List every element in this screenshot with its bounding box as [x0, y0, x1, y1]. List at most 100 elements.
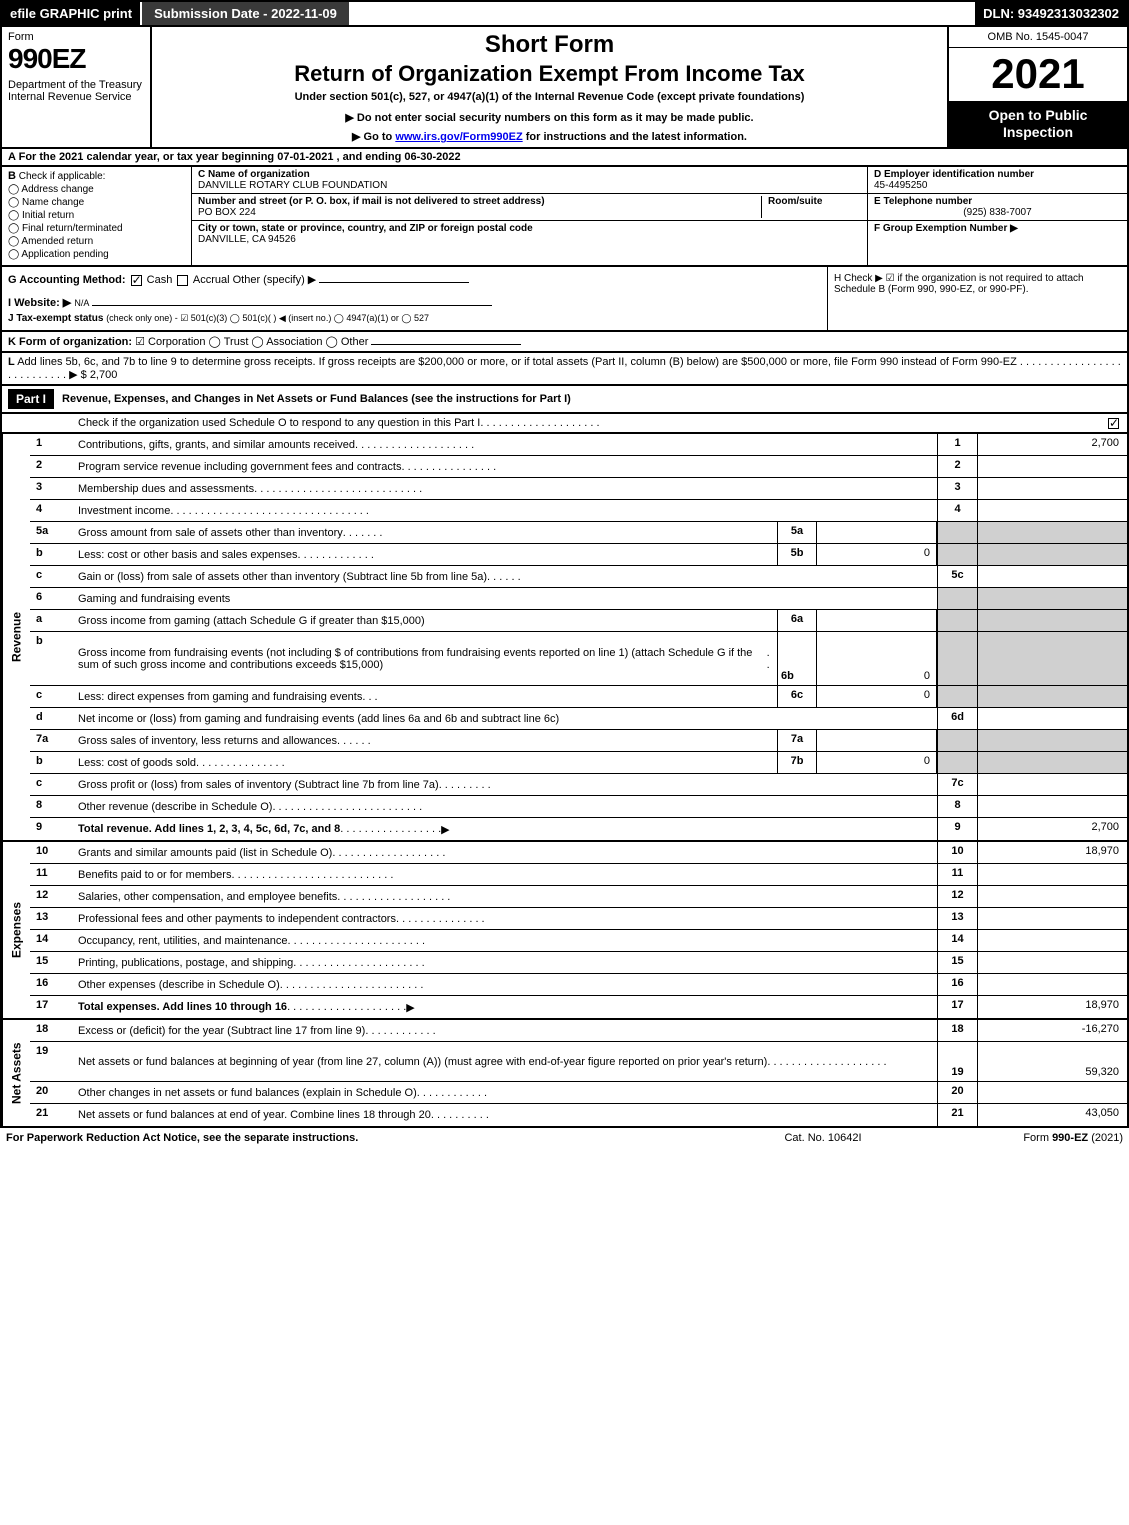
row-l-amount: ▶ $ 2,700: [69, 369, 117, 381]
line-6: 6 Gaming and fundraising events: [30, 588, 1127, 610]
part1-label: Part I: [8, 389, 54, 409]
form-number: 990EZ: [8, 43, 144, 75]
line-3: 3 Membership dues and assessments . . . …: [30, 478, 1127, 500]
header-right: OMB No. 1545-0047 2021 Open to Public In…: [947, 27, 1127, 147]
arrow-icon: ▶: [441, 823, 449, 836]
line-15: 15 Printing, publications, postage, and …: [30, 952, 1127, 974]
row-l-text: Add lines 5b, 6c, and 7b to line 9 to de…: [17, 356, 1017, 368]
row-l: L Add lines 5b, 6c, and 7b to line 9 to …: [0, 353, 1129, 386]
netassets-sidebar: Net Assets: [2, 1020, 30, 1126]
schedule-b-check: H Check ▶ ☑ if the organization is not r…: [834, 273, 1121, 295]
form-title: Return of Organization Exempt From Incom…: [160, 61, 939, 87]
page-footer: For Paperwork Reduction Act Notice, see …: [0, 1128, 1129, 1148]
line-8: 8 Other revenue (describe in Schedule O)…: [30, 796, 1127, 818]
line-6c: c Less: direct expenses from gaming and …: [30, 686, 1127, 708]
irs-link[interactable]: www.irs.gov/Form990EZ: [395, 131, 522, 143]
row-h: H Check ▶ ☑ if the organization is not r…: [827, 267, 1127, 330]
line-5c: c Gain or (loss) from sale of assets oth…: [30, 566, 1127, 588]
website-label: I Website: ▶: [8, 297, 71, 309]
line-2: 2 Program service revenue including gove…: [30, 456, 1127, 478]
dln: DLN: 93492313032302: [975, 2, 1127, 25]
ein-value: 45-4495250: [874, 180, 1121, 191]
department: Department of the Treasury Internal Reve…: [8, 79, 144, 103]
chk-amended-return[interactable]: ◯ Amended return: [8, 236, 185, 247]
line-7a: 7a Gross sales of inventory, less return…: [30, 730, 1127, 752]
tel-value: (925) 838-7007: [874, 207, 1121, 218]
website-value: N/A: [74, 298, 89, 308]
group-exemption-label: F Group Exemption Number ▶: [874, 223, 1121, 234]
line-10: 10 Grants and similar amounts paid (list…: [30, 842, 1127, 864]
ssn-warning: ▶ Do not enter social security numbers o…: [160, 111, 939, 124]
paperwork-notice: For Paperwork Reduction Act Notice, see …: [6, 1132, 723, 1144]
line-17: 17 Total expenses. Add lines 10 through …: [30, 996, 1127, 1018]
arrow-icon: ▶: [406, 1001, 414, 1014]
org-name-label: C Name of organization: [198, 169, 861, 180]
line-4: 4 Investment income . . . . . . . . . . …: [30, 500, 1127, 522]
line-12: 12 Salaries, other compensation, and emp…: [30, 886, 1127, 908]
line-11: 11 Benefits paid to or for members . . .…: [30, 864, 1127, 886]
chk-address-change[interactable]: ◯ Address change: [8, 184, 185, 195]
part1-header: Part I Revenue, Expenses, and Changes in…: [0, 386, 1129, 414]
section-bcd: B Check if applicable: ◯ Address change …: [0, 167, 1129, 267]
catalog-number: Cat. No. 10642I: [723, 1132, 923, 1144]
line-7c: c Gross profit or (loss) from sales of i…: [30, 774, 1127, 796]
expenses-section: Expenses 10 Grants and similar amounts p…: [0, 842, 1129, 1020]
chk-initial-return[interactable]: ◯ Initial return: [8, 210, 185, 221]
line-9: 9 Total revenue. Add lines 1, 2, 3, 4, 5…: [30, 818, 1127, 840]
revenue-section: Revenue 1 Contributions, gifts, grants, …: [0, 434, 1129, 842]
col-b-label: B: [8, 170, 16, 182]
row-a: A For the 2021 calendar year, or tax yea…: [0, 149, 1129, 167]
cash-label: Cash: [147, 274, 173, 286]
note2-pre: ▶ Go to: [352, 131, 395, 143]
part1-checkbox[interactable]: [1108, 418, 1119, 429]
efile-label[interactable]: efile GRAPHIC print: [2, 2, 140, 25]
line-7b: b Less: cost of goods sold . . . . . . .…: [30, 752, 1127, 774]
chk-name-change[interactable]: ◯ Name change: [8, 197, 185, 208]
org-name: DANVILLE ROTARY CLUB FOUNDATION: [198, 180, 861, 191]
open-to-public: Open to Public Inspection: [949, 101, 1127, 147]
submission-date: Submission Date - 2022-11-09: [140, 2, 349, 25]
tax-exempt-label: J Tax-exempt status: [8, 313, 103, 324]
chk-final-return[interactable]: ◯ Final return/terminated: [8, 223, 185, 234]
line-19: 19 Net assets or fund balances at beginn…: [30, 1042, 1127, 1082]
line-5a: 5a Gross amount from sale of assets othe…: [30, 522, 1127, 544]
part1-title: Revenue, Expenses, and Changes in Net As…: [62, 393, 1121, 405]
row-g: G Accounting Method: Cash Accrual Other …: [2, 267, 827, 330]
line-6a: a Gross income from gaming (attach Sched…: [30, 610, 1127, 632]
line-20: 20 Other changes in net assets or fund b…: [30, 1082, 1127, 1104]
line-6b: b Gross income from fundraising events (…: [30, 632, 1127, 686]
row-a-text: For the 2021 calendar year, or tax year …: [19, 151, 461, 163]
line-18: 18 Excess or (deficit) for the year (Sub…: [30, 1020, 1127, 1042]
form-org-text: ☑ Corporation ◯ Trust ◯ Association ◯ Ot…: [135, 336, 368, 348]
instructions-link-row: ▶ Go to www.irs.gov/Form990EZ for instru…: [160, 130, 939, 143]
line-13: 13 Professional fees and other payments …: [30, 908, 1127, 930]
ein-label: D Employer identification number: [874, 169, 1121, 180]
line-21: 21 Net assets or fund balances at end of…: [30, 1104, 1127, 1126]
tax-exempt-text: (check only one) - ☑ 501(c)(3) ◯ 501(c)(…: [106, 313, 429, 323]
part1-check-row: Check if the organization used Schedule …: [0, 414, 1129, 434]
header-center: Short Form Return of Organization Exempt…: [152, 27, 947, 147]
line-16: 16 Other expenses (describe in Schedule …: [30, 974, 1127, 996]
expenses-sidebar: Expenses: [2, 842, 30, 1018]
org-address: PO BOX 224: [198, 207, 761, 218]
line-5b: b Less: cost or other basis and sales ex…: [30, 544, 1127, 566]
form-header: Form 990EZ Department of the Treasury In…: [0, 27, 1129, 149]
form-subtitle: Under section 501(c), 527, or 4947(a)(1)…: [160, 91, 939, 103]
top-bar: efile GRAPHIC print Submission Date - 20…: [0, 0, 1129, 27]
line-6d: d Net income or (loss) from gaming and f…: [30, 708, 1127, 730]
row-gh: G Accounting Method: Cash Accrual Other …: [0, 267, 1129, 332]
chk-accrual[interactable]: [177, 275, 188, 286]
chk-cash[interactable]: [131, 275, 142, 286]
accounting-method-label: G Accounting Method:: [8, 274, 126, 286]
tax-year: 2021: [949, 48, 1127, 101]
tel-label: E Telephone number: [874, 196, 1121, 207]
col-d: D Employer identification number 45-4495…: [867, 167, 1127, 265]
chk-application-pending[interactable]: ◯ Application pending: [8, 249, 185, 260]
col-b-text: Check if applicable:: [19, 171, 106, 182]
city-label: City or town, state or province, country…: [198, 223, 861, 234]
col-b: B Check if applicable: ◯ Address change …: [2, 167, 192, 265]
addr-label: Number and street (or P. O. box, if mail…: [198, 196, 761, 207]
line-1: 1 Contributions, gifts, grants, and simi…: [30, 434, 1127, 456]
row-a-label: A: [8, 151, 16, 163]
org-city: DANVILLE, CA 94526: [198, 234, 861, 245]
